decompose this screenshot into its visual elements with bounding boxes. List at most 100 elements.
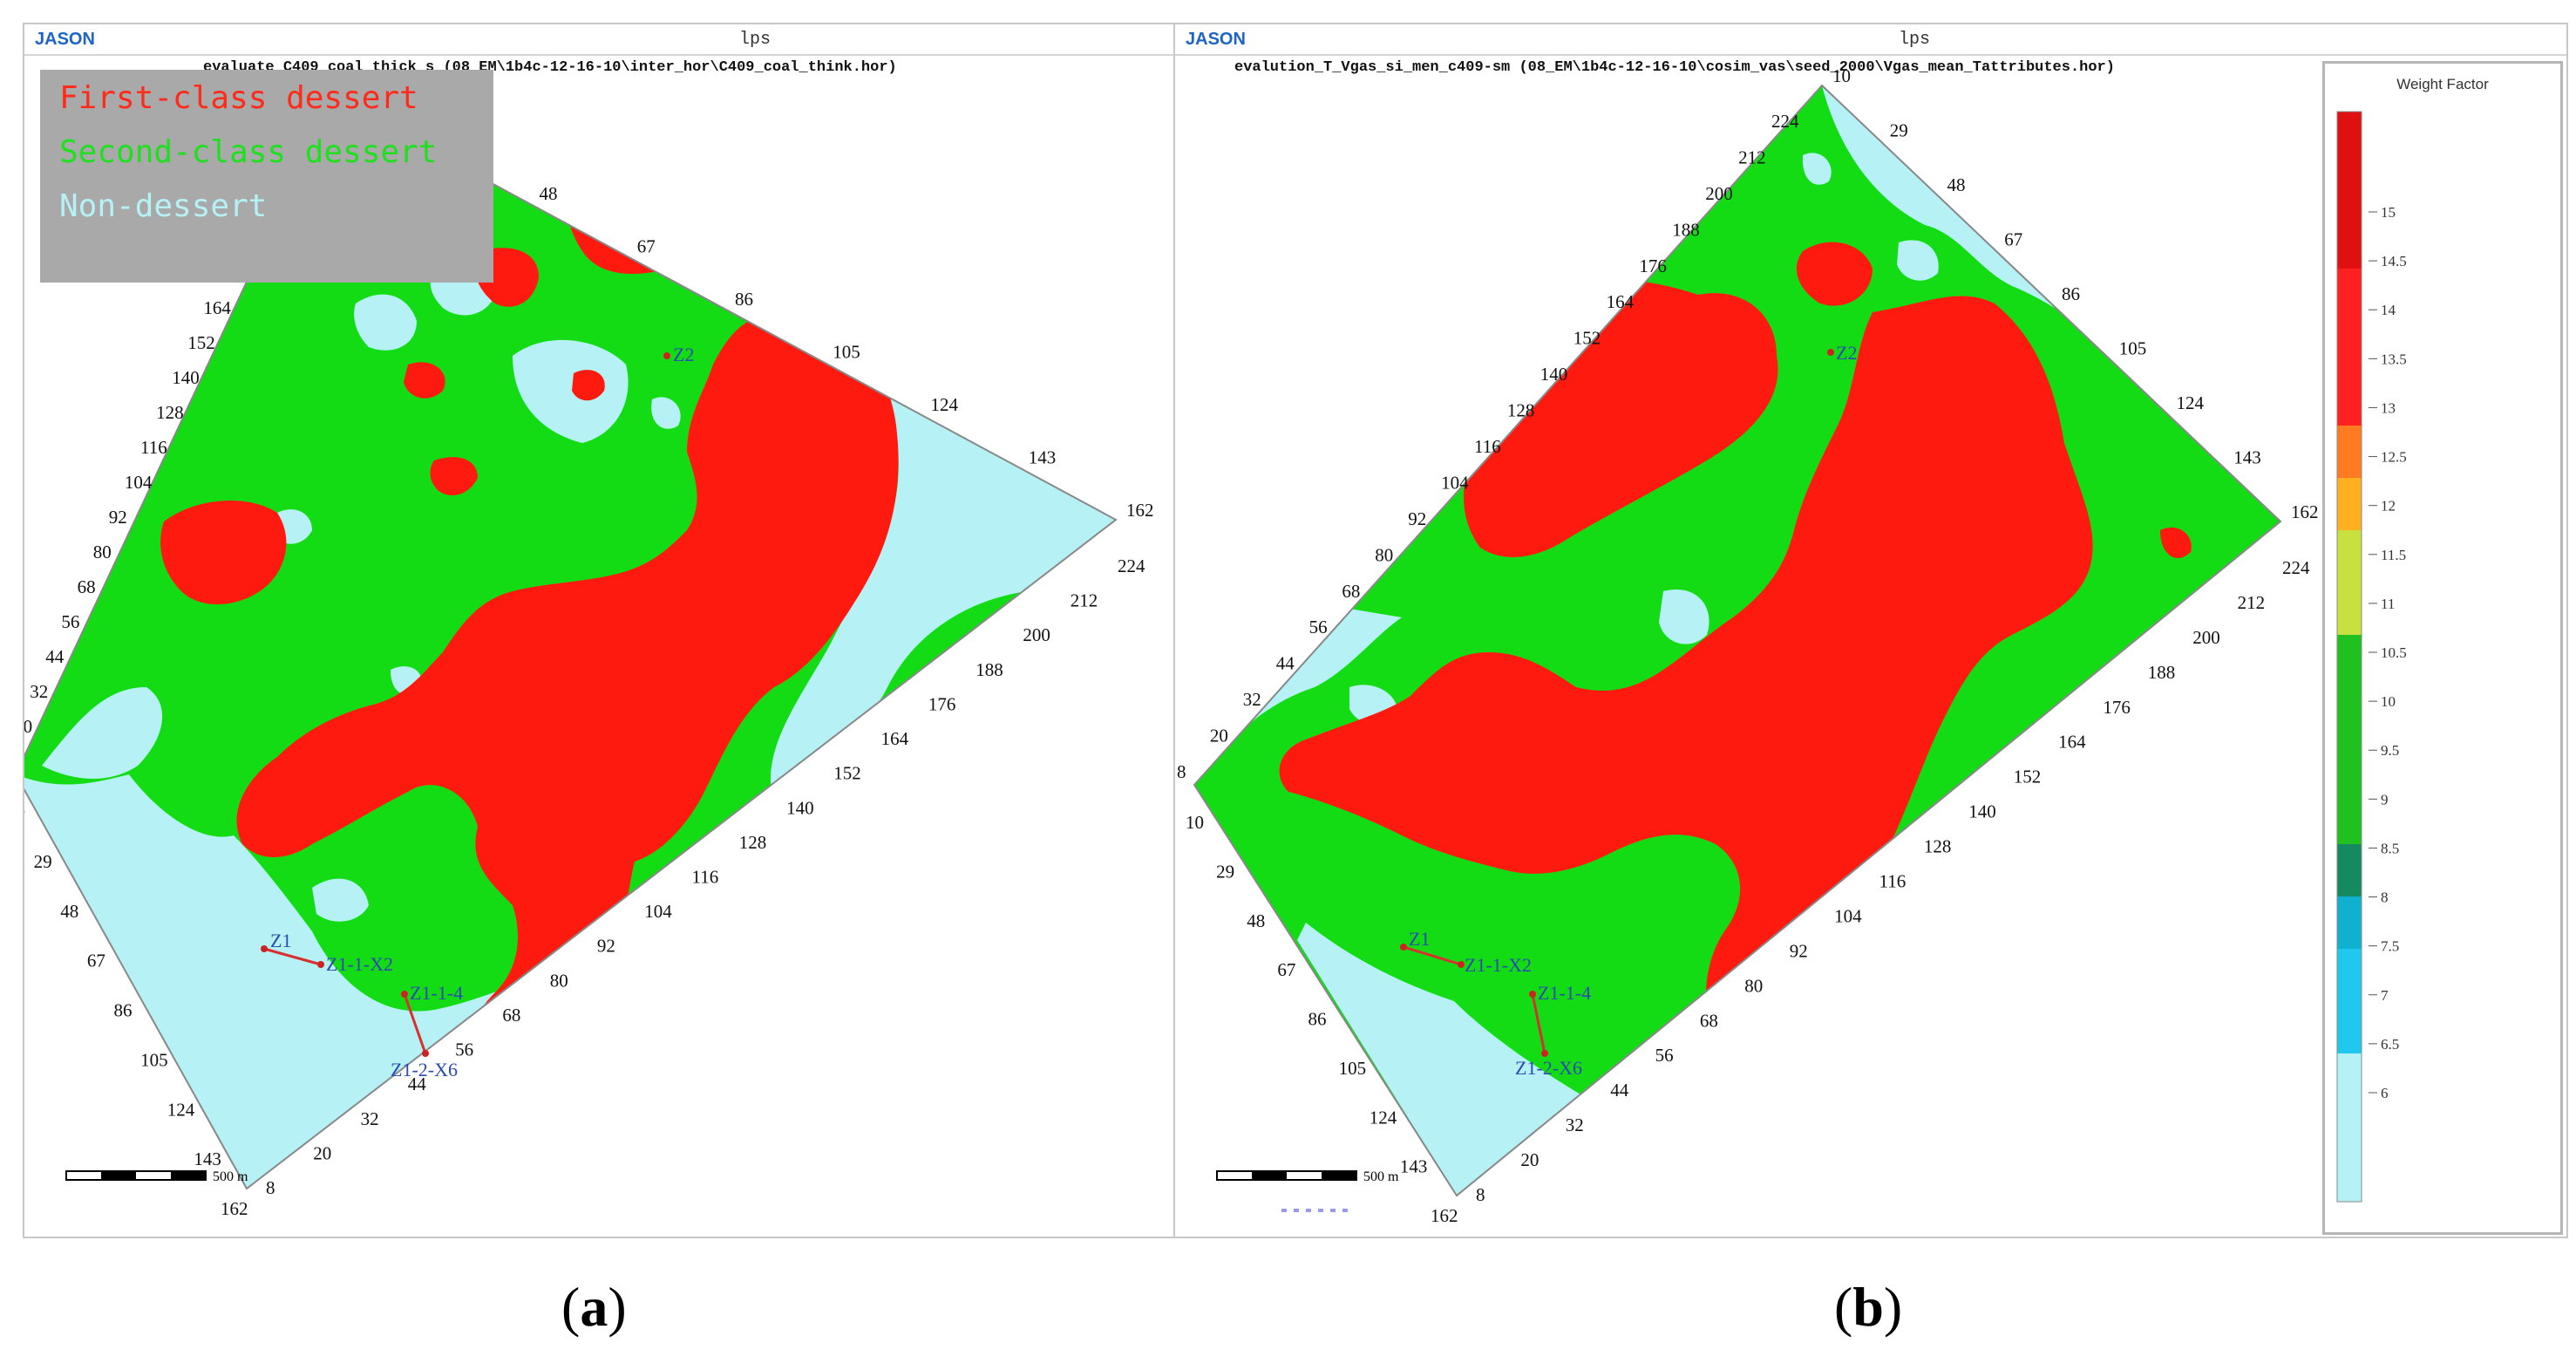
axis-tick-label: 200 (2192, 627, 2220, 648)
colorbar-tick-label: 13 (2381, 399, 2396, 416)
colorbar-segment (2337, 949, 2362, 1053)
axis-tick-label: 164 (1607, 291, 1635, 312)
axis-tick-label: 143 (2233, 447, 2261, 468)
axis-tick-label: 176 (1639, 256, 1667, 276)
first-class-dessert-zone (568, 164, 724, 274)
axis-tick-label: 67 (1277, 959, 1295, 980)
brand-logo-b: JASON (1186, 30, 1246, 49)
axis-tick-label: 140 (172, 367, 200, 388)
axis-tick-label: 32 (1243, 689, 1261, 710)
well-label: Z1-1-4 (410, 982, 463, 1004)
axis-tick-label: 143 (194, 1148, 221, 1169)
axis-tick-label: 68 (78, 576, 96, 597)
non-dessert-zone (1897, 240, 1939, 281)
colorbar-tick-label: 11.5 (2381, 547, 2406, 563)
non-dessert-zone (312, 878, 369, 922)
axis-tick-label: 162 (221, 1198, 248, 1219)
axis-tick-label: 176 (928, 693, 956, 714)
map-canvas-b: Z1 Z1-1-X2 Z1-1-4 Z1-2-X6 Z2 500 m 10294… (1177, 65, 2319, 1226)
axis-tick-label: 20 (1210, 726, 1228, 746)
first-class-dessert-zone (345, 736, 378, 767)
scale-bar-b: 500 m (1216, 1169, 1399, 1184)
axis-labels-b: 1029486786105124143162224212200188176164… (1177, 65, 2319, 1226)
well-label: Z1 (1409, 928, 1430, 950)
axis-tick-label: 124 (931, 394, 959, 415)
axis-tick-label: 188 (1672, 219, 1700, 240)
well-label: Z1-1-X2 (326, 953, 393, 975)
weight-factor-colorbar: Weight Factor 15 14.5 14 13.5 13 12.5 12 11.5 11… (2322, 61, 2563, 1235)
colorbar-tick-label: 9.5 (2381, 742, 2399, 759)
axis-tick-label: 212 (1071, 590, 1098, 611)
first-class-dessert-zone (430, 457, 478, 495)
axis-tick-label: 32 (30, 681, 48, 702)
colorbar-outline (2336, 111, 2362, 1203)
colorbar-tick-label: 6 (2381, 1085, 2389, 1101)
header-title-a: lps (739, 30, 771, 50)
axis-tick-label: 20 (1520, 1149, 1539, 1170)
well-markers-b (1400, 349, 1834, 1057)
axis-tick-label: 80 (93, 542, 112, 562)
colorbar-segment (2337, 844, 2362, 896)
first-class-dessert-zone (572, 370, 605, 401)
axis-tick-label: 44 (45, 646, 65, 667)
axis-tick-label: 143 (1029, 447, 1057, 468)
axis-tick-label: 32 (1566, 1114, 1584, 1135)
colorbar-segment (2337, 635, 2362, 844)
colorbar-segment (2337, 896, 2362, 949)
map-legend: First-class dessert Second-class dessert… (40, 70, 493, 283)
axis-tick-label: 104 (125, 472, 153, 493)
caption-letter-b: b (1852, 1276, 1884, 1338)
colorbar-tick-label: 14 (2381, 302, 2396, 318)
axis-tick-label: 56 (455, 1039, 473, 1060)
axis-tick-label: 67 (87, 951, 105, 971)
well-markers-a (261, 352, 670, 1057)
axis-tick-label: 20 (24, 716, 32, 737)
axis-tick-label: 68 (1342, 581, 1360, 602)
axis-tick-label: 48 (540, 183, 558, 204)
axis-tick-label: 56 (1309, 617, 1328, 637)
axis-tick-label: 56 (1655, 1045, 1674, 1066)
axis-tick-label: 105 (833, 342, 860, 363)
axis-tick-label: 48 (1947, 174, 1966, 195)
axis-tick-label: 80 (1744, 975, 1763, 996)
axis-tick-label: 128 (1507, 400, 1535, 421)
non-dessert-zone (1802, 153, 1832, 185)
non-dessert-zone (809, 265, 836, 290)
well-label: Z2 (1836, 342, 1857, 364)
axis-tick-label: 86 (2062, 283, 2080, 304)
axis-tick-label: 224 (1771, 111, 1799, 132)
axis-tick-label: 32 (361, 1108, 379, 1129)
caption-b: (b) (1834, 1276, 1903, 1338)
colorbar-segment (2337, 1053, 2362, 1202)
axis-tick-label: 29 (34, 851, 52, 872)
axis-tick-label: 188 (2148, 662, 2176, 683)
axis-tick-label: 162 (1126, 500, 1154, 521)
axis-tick-label: 164 (203, 297, 231, 318)
caption-a: (a) (561, 1276, 627, 1338)
header-title-b: lps (1899, 30, 1931, 50)
legend-item-non-dessert: Non-dessert (59, 188, 268, 224)
axis-tick-label: 92 (109, 507, 127, 528)
axis-tick-label: 152 (187, 332, 215, 353)
axis-tick-label: 86 (1308, 1009, 1327, 1030)
colorbar-tick-label: 11 (2381, 596, 2395, 612)
axis-tick-label: 176 (2103, 697, 2131, 718)
first-class-dessert-zone (1796, 242, 1873, 306)
axis-tick-label: 48 (1247, 910, 1265, 931)
axis-tick-label: 200 (1023, 624, 1050, 645)
axis-tick-label: 10 (1832, 65, 1851, 86)
survey-outline-b (1193, 84, 2282, 1197)
survey-outline-a (24, 96, 1118, 1190)
colorbar-tick-label: 14.5 (2381, 253, 2407, 269)
well-trajectories-b (1403, 945, 1546, 1054)
colorbar-tick-label: 7.5 (2381, 938, 2399, 955)
colorbar-tick-label: 10.5 (2381, 644, 2407, 661)
panel-header-a: JASON lps (24, 24, 1175, 56)
axis-tick-label: 140 (1540, 364, 1568, 385)
caption-letter-a: a (580, 1276, 608, 1338)
first-class-dessert-zone (236, 312, 899, 1062)
well-label: Z1-2-X6 (391, 1059, 458, 1080)
colorbar-tick-label: 8.5 (2381, 840, 2399, 856)
axis-tick-label: 162 (2291, 501, 2319, 522)
colorbar-segment (2337, 426, 2362, 478)
